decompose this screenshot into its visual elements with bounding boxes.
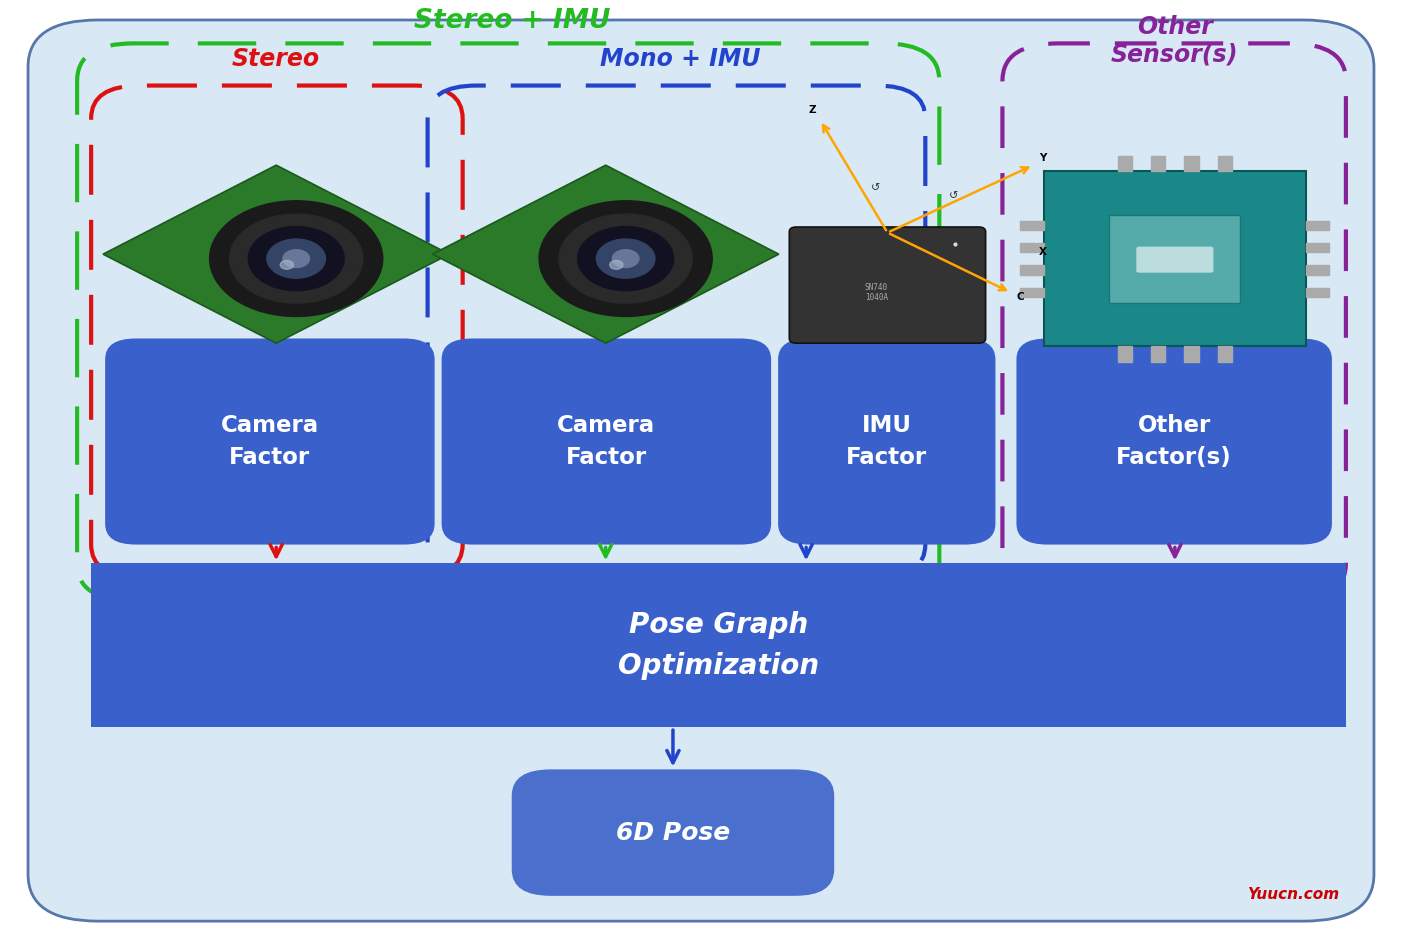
Text: C: C: [1016, 292, 1023, 302]
Circle shape: [596, 239, 655, 279]
Text: Pose Graph
Optimization: Pose Graph Optimization: [618, 611, 819, 680]
Bar: [1117, 346, 1131, 362]
Text: ↺: ↺: [871, 184, 880, 193]
Bar: [1117, 156, 1131, 172]
Text: Yuucn.com: Yuucn.com: [1246, 887, 1339, 902]
Circle shape: [283, 250, 310, 267]
Circle shape: [280, 261, 293, 269]
Circle shape: [613, 250, 639, 267]
Bar: [1307, 243, 1329, 252]
Text: Mono + IMU: Mono + IMU: [600, 48, 760, 71]
Circle shape: [538, 201, 712, 316]
Bar: [1021, 288, 1043, 297]
Text: Other
Sensor(s): Other Sensor(s): [1112, 15, 1238, 67]
FancyBboxPatch shape: [1136, 247, 1214, 273]
Bar: [1021, 220, 1043, 230]
Circle shape: [248, 227, 343, 291]
Bar: [1307, 265, 1329, 275]
Circle shape: [578, 227, 673, 291]
Text: Stereo + IMU: Stereo + IMU: [414, 8, 610, 34]
Bar: [1218, 156, 1232, 172]
Bar: [1021, 243, 1043, 252]
Bar: [1151, 346, 1165, 362]
Bar: [1151, 156, 1165, 172]
FancyBboxPatch shape: [789, 227, 986, 343]
Circle shape: [230, 214, 363, 303]
Circle shape: [610, 261, 622, 269]
Text: Other
Factor(s): Other Factor(s): [1116, 414, 1232, 469]
FancyBboxPatch shape: [512, 769, 834, 896]
Bar: [1307, 220, 1329, 230]
Bar: [1307, 288, 1329, 297]
FancyBboxPatch shape: [442, 339, 771, 545]
Bar: [1218, 346, 1232, 362]
Circle shape: [266, 239, 325, 279]
Text: X: X: [1039, 247, 1047, 257]
Text: Y: Y: [1039, 154, 1046, 163]
Text: 6D Pose: 6D Pose: [615, 821, 730, 844]
Bar: [1185, 156, 1199, 172]
Text: ↺: ↺: [949, 191, 959, 201]
Text: Z: Z: [809, 105, 816, 114]
Bar: [1021, 265, 1043, 275]
Text: Camera
Factor: Camera Factor: [222, 414, 318, 469]
FancyBboxPatch shape: [1016, 339, 1332, 545]
FancyBboxPatch shape: [1109, 215, 1241, 303]
Circle shape: [559, 214, 693, 303]
Text: Stereo: Stereo: [233, 48, 320, 71]
Polygon shape: [104, 165, 449, 343]
Text: IMU
Factor: IMU Factor: [847, 414, 927, 469]
FancyBboxPatch shape: [778, 339, 995, 545]
Polygon shape: [432, 165, 780, 343]
Bar: [91, 564, 1346, 727]
FancyBboxPatch shape: [105, 339, 435, 545]
Text: Camera
Factor: Camera Factor: [558, 414, 655, 469]
Circle shape: [210, 201, 383, 316]
FancyBboxPatch shape: [1043, 172, 1307, 346]
Text: SN740
1040A: SN740 1040A: [865, 283, 887, 302]
Bar: [1185, 346, 1199, 362]
FancyBboxPatch shape: [28, 20, 1374, 921]
